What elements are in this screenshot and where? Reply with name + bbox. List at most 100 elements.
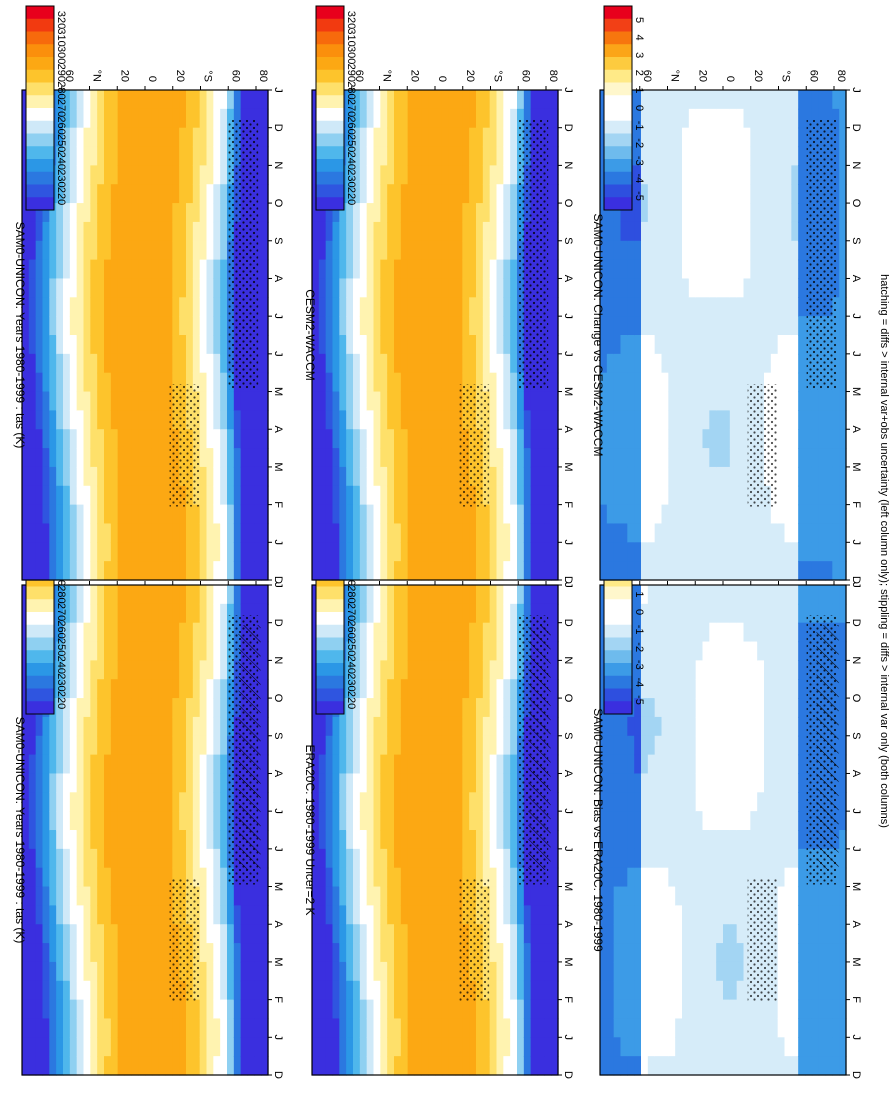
heatmap-cell <box>151 259 160 280</box>
heatmap-cell <box>110 735 119 756</box>
heatmap-cell <box>213 523 221 543</box>
heatmap-cell <box>97 585 105 605</box>
x-tick-label: S <box>562 732 574 739</box>
heatmap-cell <box>798 622 806 643</box>
heatmap-cell <box>359 867 368 888</box>
heatmap-cell <box>496 410 504 430</box>
heatmap-cell <box>145 867 153 888</box>
heatmap-cell <box>448 641 457 661</box>
heatmap-cell <box>688 961 697 982</box>
heatmap-cell <box>131 924 139 944</box>
heatmap-cell <box>682 886 690 906</box>
heatmap-cell <box>151 716 160 737</box>
heatmap-cell <box>117 698 126 718</box>
heatmap-cell <box>496 146 504 166</box>
heatmap-cell <box>702 905 710 925</box>
heatmap-cell <box>233 905 242 925</box>
heatmap-cell <box>233 1037 242 1057</box>
heatmap-cell <box>63 1018 71 1038</box>
heatmap-cell <box>455 698 463 718</box>
heatmap-cell <box>97 679 105 699</box>
heatmap-cell <box>510 830 518 850</box>
heatmap-cell <box>192 1037 201 1057</box>
heatmap-cell <box>373 90 381 110</box>
heatmap-cell <box>441 830 450 850</box>
heatmap-cell <box>339 221 347 242</box>
heatmap-cell <box>151 90 160 110</box>
heatmap-cell <box>736 792 745 812</box>
heatmap-cell <box>104 542 112 562</box>
heatmap-cell <box>124 542 132 562</box>
heatmap-cell <box>620 754 628 775</box>
heatmap-cell <box>510 146 518 166</box>
heatmap-cell <box>428 679 436 699</box>
heatmap-cell <box>359 961 368 982</box>
heatmap-cell <box>476 316 484 336</box>
heatmap-cell <box>199 660 208 680</box>
heatmap-cell <box>346 1018 354 1038</box>
heatmap-cell <box>441 184 450 204</box>
heatmap-cell <box>435 943 443 963</box>
heatmap-cell <box>380 146 388 166</box>
heatmap-cell <box>600 848 608 869</box>
heatmap-cell <box>206 184 214 204</box>
heatmap-cell <box>90 585 98 605</box>
heatmap-cell <box>832 943 840 963</box>
x-tick-label: F <box>850 996 862 1003</box>
heatmap-cell <box>366 297 375 317</box>
heatmap-cell <box>600 886 608 906</box>
heatmap-cell <box>551 961 559 982</box>
heatmap-cell <box>104 466 112 487</box>
heatmap-cell <box>104 716 112 737</box>
heatmap-cell <box>165 165 173 185</box>
heatmap-cell <box>318 335 327 355</box>
heatmap-cell <box>469 278 477 298</box>
heatmap-cell <box>90 108 98 129</box>
colorbar-label: 250 <box>345 638 357 656</box>
heatmap-cell <box>661 924 669 944</box>
heatmap-cell <box>476 146 484 166</box>
heatmap-cell <box>757 792 765 812</box>
heatmap-cell <box>346 523 354 543</box>
heatmap-cell <box>97 353 105 374</box>
heatmap-cell <box>97 335 105 355</box>
heatmap-cell <box>312 410 320 430</box>
heatmap-cell <box>743 660 751 680</box>
heatmap-cell <box>380 867 388 888</box>
heatmap-cell <box>199 278 208 298</box>
heatmap-cell <box>56 924 64 944</box>
heatmap-cell <box>138 999 146 1020</box>
heatmap-cell <box>213 961 221 982</box>
heatmap-cell <box>353 523 361 543</box>
heatmap-cell <box>261 221 269 242</box>
heatmap-cell <box>165 372 173 393</box>
heatmap-cell <box>641 943 649 963</box>
heatmap-cell <box>400 792 409 812</box>
heatmap-cell <box>63 240 71 261</box>
heatmap-cell <box>63 980 71 1001</box>
heatmap-cell <box>462 542 470 562</box>
heatmap-cell <box>736 867 745 888</box>
heatmap-cell <box>544 961 552 982</box>
heatmap-cell <box>49 848 57 869</box>
heatmap-cell <box>165 127 173 148</box>
heatmap-cell <box>668 1037 676 1057</box>
heatmap-cell <box>325 485 334 506</box>
heatmap-cell <box>682 961 690 982</box>
heatmap-cell <box>394 811 402 831</box>
heatmap-cell <box>448 886 457 906</box>
heatmap-cell <box>503 905 511 925</box>
heatmap-cell <box>131 221 139 242</box>
heatmap-cell <box>199 905 208 925</box>
panel-3: DJFMAMJJASONDJ8060°N20020°S6080SAM0-UNIC… <box>591 509 862 1079</box>
heatmap-cell <box>668 792 676 812</box>
heatmap-cell <box>688 924 697 944</box>
heatmap-cell <box>56 165 64 185</box>
heatmap-cell <box>537 448 545 468</box>
heatmap-cell <box>373 259 381 280</box>
heatmap-cell <box>76 448 85 468</box>
heatmap-cell <box>743 961 751 982</box>
heatmap-cell <box>661 848 669 869</box>
heatmap-cell <box>179 792 187 812</box>
